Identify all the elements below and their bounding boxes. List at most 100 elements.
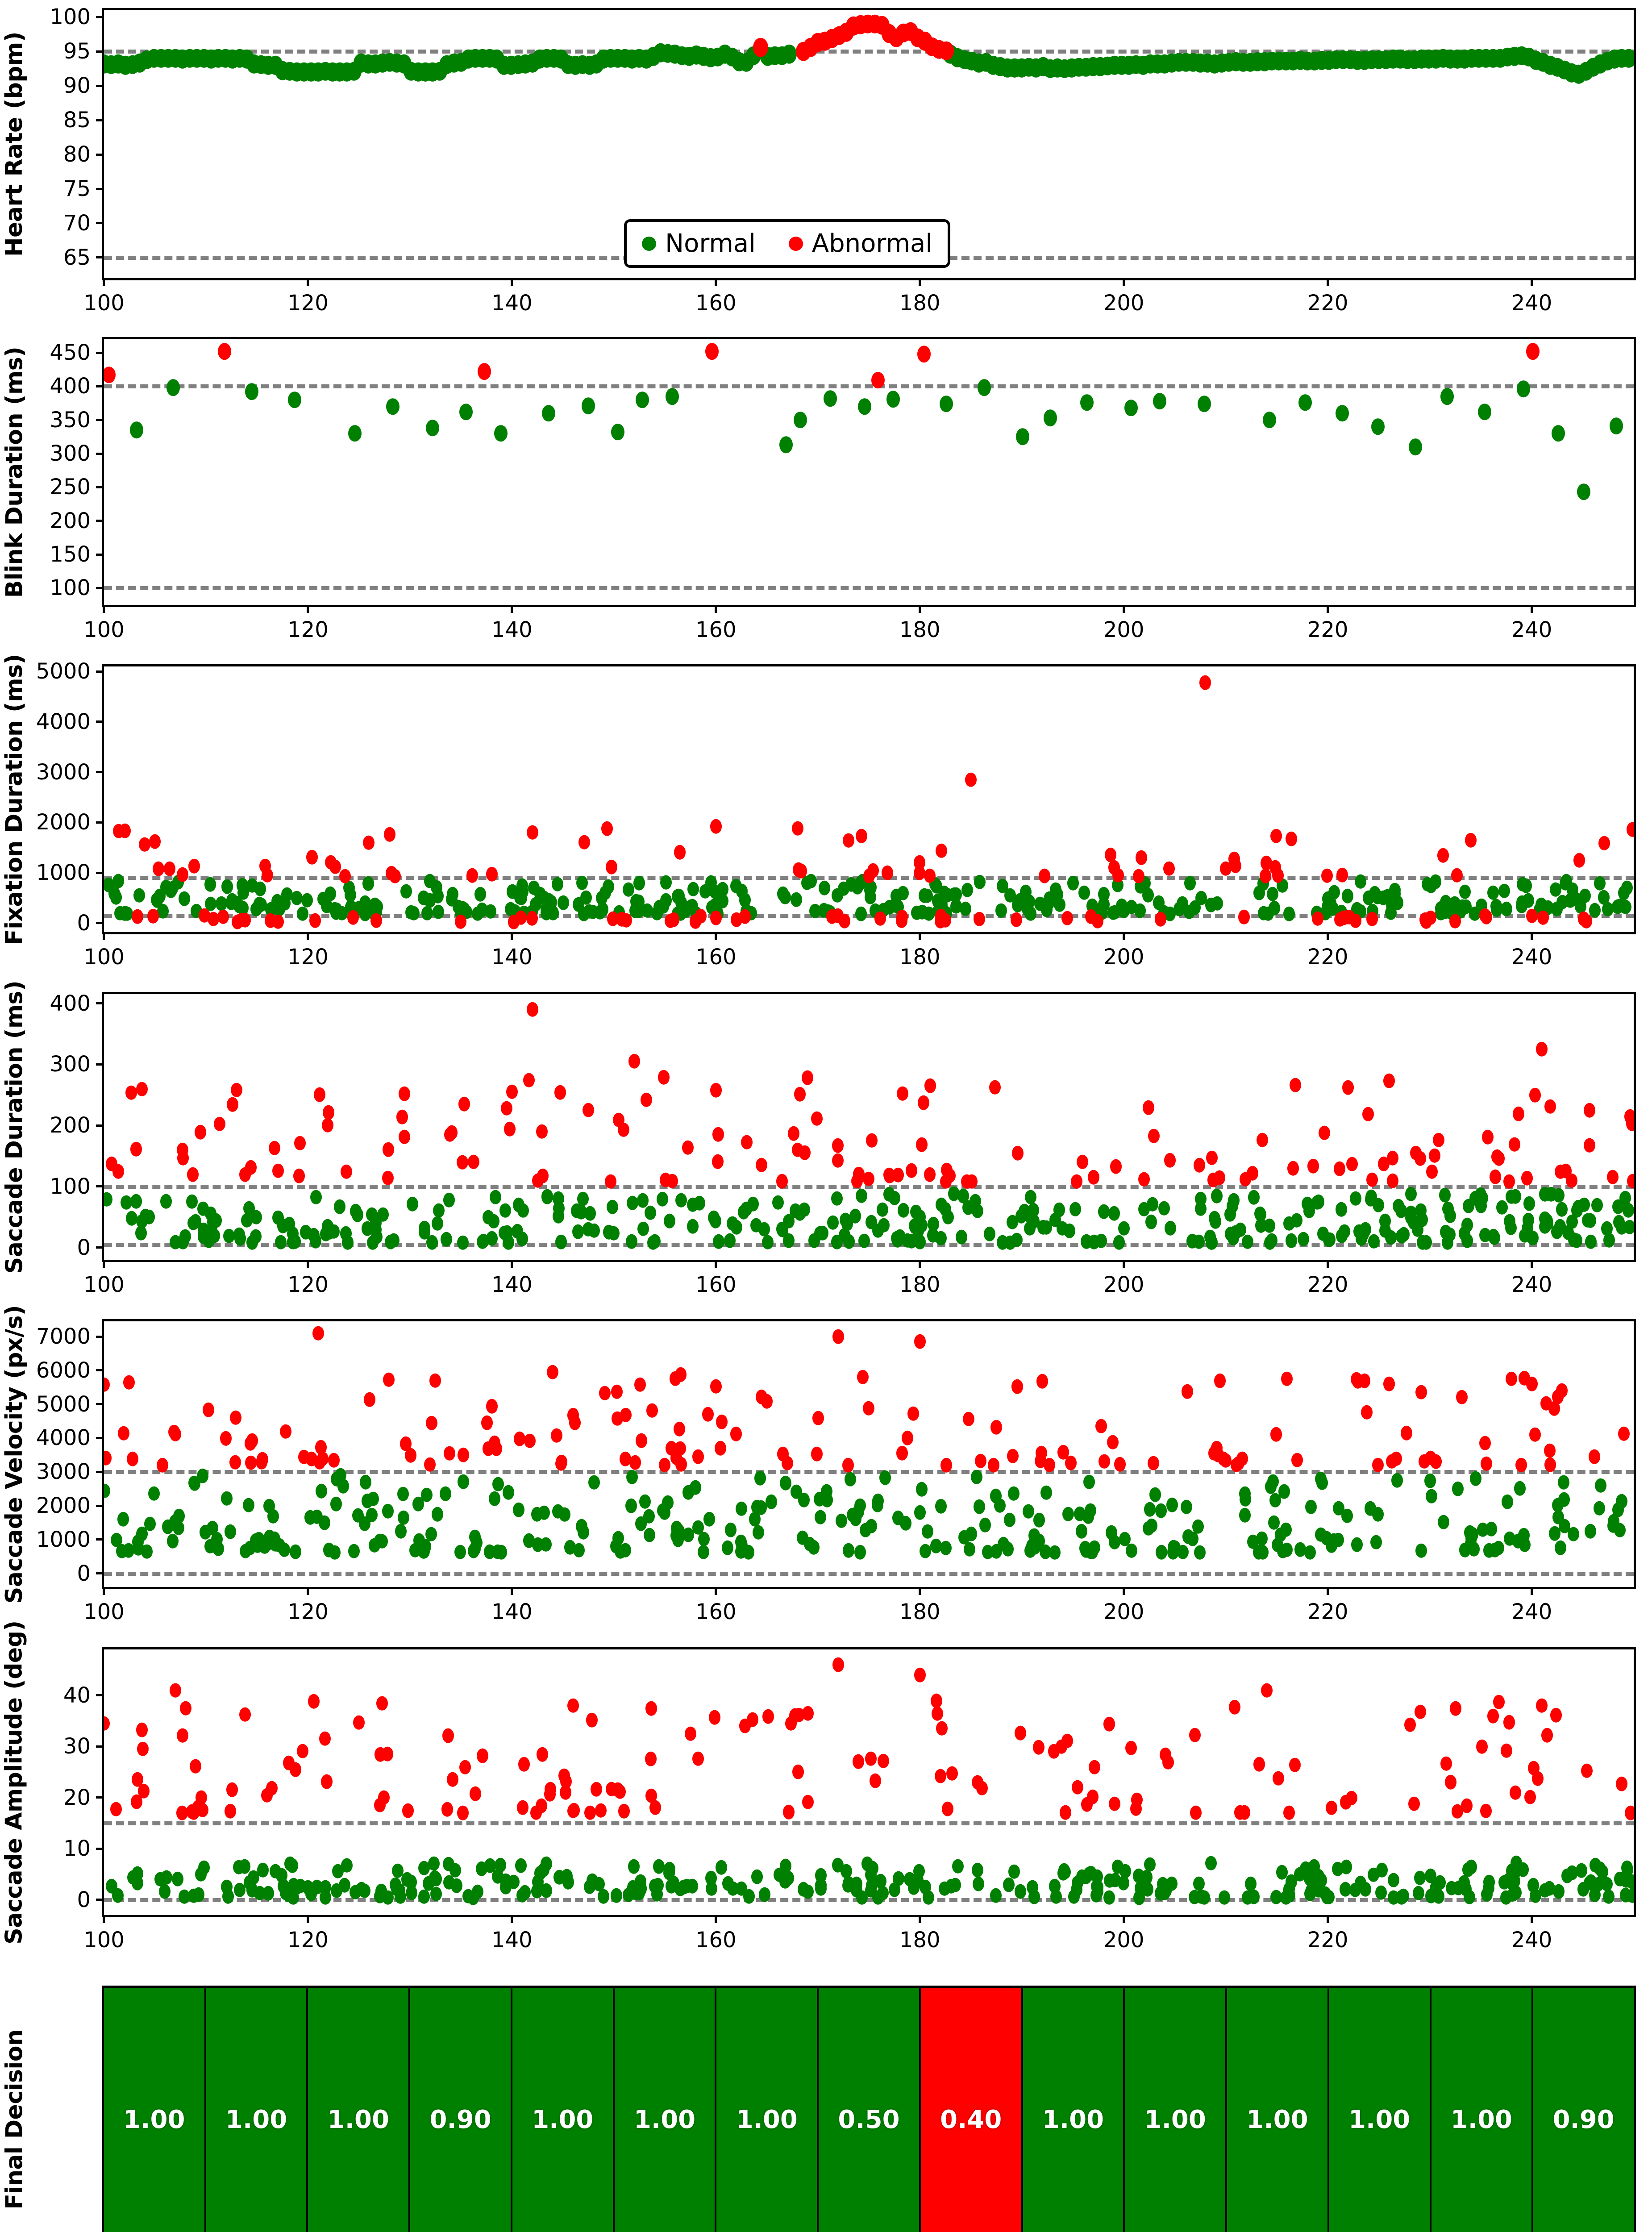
data-point-abnormal	[940, 1457, 953, 1473]
data-point-normal	[275, 1235, 287, 1249]
decision-bin[interactable]: 0.40	[920, 1988, 1023, 2232]
data-point-normal	[766, 1495, 778, 1509]
data-point-normal	[1119, 1864, 1132, 1879]
data-point-normal	[1263, 1218, 1275, 1233]
data-point-normal	[831, 888, 843, 903]
decision-bin[interactable]: 1.00	[1023, 1988, 1125, 2232]
y-tick-label: 75	[63, 176, 91, 201]
data-point-normal	[1075, 1524, 1087, 1539]
data-point-normal	[130, 1194, 142, 1209]
decision-bin[interactable]: 0.50	[819, 1988, 921, 2232]
data-point-abnormal	[245, 1455, 257, 1470]
data-point-abnormal	[1076, 1154, 1088, 1169]
decision-bin[interactable]: 0.90	[1533, 1988, 1634, 2232]
y-tick-mark	[96, 1437, 104, 1439]
data-point-abnormal	[328, 1453, 340, 1468]
data-point-normal	[1496, 1200, 1508, 1215]
x-tick: 180	[899, 1915, 940, 1953]
data-point-normal	[483, 1210, 495, 1224]
y-tick: 85	[63, 108, 104, 133]
data-point-normal	[625, 1234, 637, 1249]
data-point-abnormal	[1536, 1698, 1548, 1713]
data-point-abnormal	[256, 1455, 267, 1470]
data-point-normal	[348, 1544, 360, 1559]
decision-bin[interactable]: 1.00	[614, 1988, 717, 2232]
decision-bin[interactable]: 1.00	[1125, 1988, 1228, 2232]
data-point-abnormal	[163, 862, 175, 876]
data-point-normal	[245, 383, 259, 400]
decision-bin[interactable]: 1.00	[308, 1988, 411, 2232]
data-point-normal	[1483, 1881, 1495, 1895]
data-point-normal	[237, 885, 249, 900]
data-point-normal	[990, 1544, 1002, 1559]
y-tick-label: 5000	[36, 1391, 91, 1417]
data-point-normal	[207, 1215, 219, 1229]
x-tick-label: 120	[287, 617, 329, 642]
data-point-normal	[204, 877, 216, 892]
data-point-normal	[794, 412, 807, 429]
decision-bin-score: 1.00	[532, 2105, 594, 2134]
data-point-abnormal	[294, 1136, 306, 1150]
data-point-normal	[108, 886, 120, 901]
data-point-normal	[1313, 1194, 1325, 1209]
data-point-abnormal	[382, 1170, 394, 1185]
decision-bin[interactable]: 1.00	[1329, 1988, 1431, 2232]
data-point-normal	[629, 1886, 641, 1900]
data-point-normal	[1614, 1523, 1626, 1538]
data-point-abnormal	[939, 41, 954, 61]
data-point-normal	[1144, 1857, 1156, 1872]
data-point-normal	[523, 1533, 535, 1548]
data-point-normal	[990, 1888, 1002, 1903]
decision-bin[interactable]: 1.00	[1227, 1988, 1329, 2232]
data-point-abnormal	[1383, 1377, 1395, 1391]
data-point-abnormal	[1480, 1456, 1492, 1471]
data-point-normal	[224, 1524, 236, 1539]
data-point-abnormal	[1481, 1129, 1494, 1145]
data-point-normal	[802, 1884, 814, 1899]
x-tick-label: 160	[695, 1272, 737, 1297]
decision-bin[interactable]: 1.00	[206, 1988, 308, 2232]
data-point-abnormal	[1199, 675, 1211, 690]
y-tick: 400	[50, 991, 104, 1016]
y-tick: 95	[63, 39, 104, 64]
decision-bin[interactable]: 1.00	[716, 1988, 819, 2232]
data-point-normal	[876, 1202, 888, 1217]
data-point-abnormal	[1270, 829, 1282, 843]
data-point-abnormal	[674, 1422, 686, 1437]
decision-bin[interactable]: 1.00	[104, 1988, 206, 2232]
data-point-normal	[644, 1528, 656, 1542]
data-point-abnormal	[599, 1386, 611, 1401]
data-point-normal	[1043, 891, 1055, 906]
data-point-abnormal	[1526, 343, 1540, 360]
data-point-normal	[272, 1210, 284, 1225]
y-tick-mark	[96, 553, 104, 556]
data-point-normal	[1523, 1196, 1535, 1211]
decision-bin[interactable]: 1.00	[1431, 1988, 1534, 2232]
decision-bin[interactable]: 1.00	[512, 1988, 615, 2232]
data-point-normal	[1335, 1202, 1347, 1217]
data-point-normal	[1166, 1498, 1178, 1512]
data-point-abnormal	[1626, 822, 1634, 837]
y-tick-label: 10	[63, 1836, 91, 1861]
data-point-normal	[553, 1209, 565, 1224]
y-tick-label: 5000	[36, 659, 91, 684]
data-point-normal	[1425, 879, 1437, 894]
data-point-normal	[1267, 1474, 1279, 1489]
data-point-abnormal	[739, 909, 751, 924]
data-point-abnormal	[104, 366, 116, 383]
data-point-normal	[938, 885, 950, 900]
data-point-normal	[476, 903, 488, 917]
x-tick: 160	[695, 932, 737, 970]
panel-1: Heart Rate (bpm) Normal Abnormal 65 70 75 80 85…	[0, 4, 1652, 316]
data-point-normal	[758, 1222, 770, 1237]
data-point-abnormal	[710, 910, 722, 925]
data-point-normal	[979, 1518, 991, 1532]
data-point-normal	[1510, 1189, 1522, 1204]
data-point-normal	[1267, 887, 1279, 901]
data-point-abnormal	[1626, 1116, 1634, 1131]
data-point-normal	[819, 881, 831, 895]
data-point-abnormal	[297, 1744, 309, 1758]
decision-bin-score: 1.00	[1246, 2105, 1308, 2134]
data-point-normal	[406, 1886, 418, 1900]
decision-bin[interactable]: 0.90	[410, 1988, 512, 2232]
